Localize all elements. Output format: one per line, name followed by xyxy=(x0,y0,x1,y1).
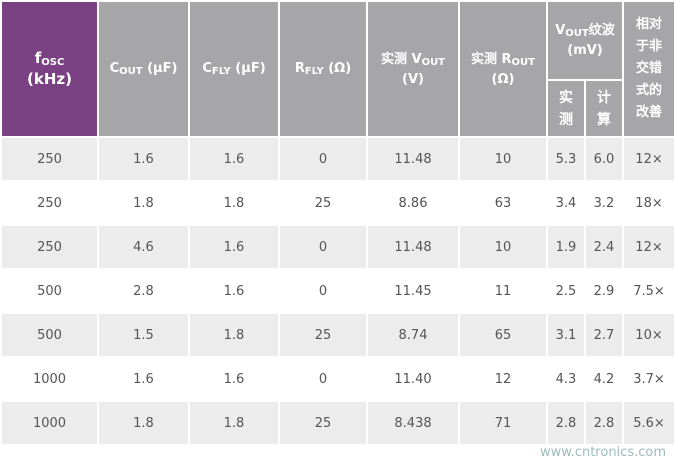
table-cell: 0 xyxy=(278,136,368,182)
table-cell: 8.74 xyxy=(366,312,460,358)
table-row: 500 2.8 1.6 0 11.45 11 2.5 2.9 7.5× xyxy=(0,268,674,314)
table-row: 250 1.6 1.6 0 11.48 10 5.3 6.0 12× xyxy=(0,136,674,182)
table-cell: 250 xyxy=(0,136,99,182)
table-cell: 2.5 xyxy=(546,268,586,314)
table-cell: 12× xyxy=(622,136,674,182)
table-cell: 1.6 xyxy=(188,356,280,402)
table-cell: 3.1 xyxy=(546,312,586,358)
table-cell: 1000 xyxy=(0,400,99,446)
table-cell: 10 xyxy=(458,136,548,182)
watermark: www.cntronics.com xyxy=(539,445,666,460)
table-cell: 1.5 xyxy=(97,312,190,358)
table-cell: 71 xyxy=(458,400,548,446)
table-cell: 1.8 xyxy=(97,400,190,446)
header-cell: RFLY (Ω) xyxy=(278,0,368,138)
table-cell: 6.0 xyxy=(583,136,625,182)
table-cell: 25 xyxy=(278,312,368,358)
table-cell: 500 xyxy=(0,268,99,314)
header-cell: fOSC (kHz) xyxy=(0,0,99,138)
header-cell: CFLY (µF) xyxy=(188,0,280,138)
table-cell: 2.9 xyxy=(583,268,625,314)
table-cell: 4.2 xyxy=(583,356,625,402)
table-cell: 1.6 xyxy=(97,136,190,182)
table-cell: 1.8 xyxy=(188,180,280,226)
table-row: 250 1.8 1.8 25 8.86 63 3.4 3.2 18× xyxy=(0,180,674,226)
table-cell: 12 xyxy=(458,356,548,402)
table-cell: 11.48 xyxy=(366,224,460,270)
table-cell: 7.5× xyxy=(622,268,674,314)
table-cell: 3.2 xyxy=(583,180,625,226)
table-cell: 11.48 xyxy=(366,136,460,182)
table-row: 500 1.5 1.8 25 8.74 65 3.1 2.7 10× xyxy=(0,312,674,358)
table-cell: 25 xyxy=(278,400,368,446)
table-cell: 1.6 xyxy=(188,268,280,314)
table-cell: 10× xyxy=(622,312,674,358)
table-cell: 0 xyxy=(278,268,368,314)
table-cell: 250 xyxy=(0,180,99,226)
table-cell: 4.6 xyxy=(97,224,190,270)
table-cell: 1.8 xyxy=(97,180,190,226)
table-cell: 0 xyxy=(278,356,368,402)
header-cell: COUT (µF) xyxy=(97,0,190,138)
table-cell: 8.438 xyxy=(366,400,460,446)
table-row: 250 4.6 1.6 0 11.48 10 1.9 2.4 12× xyxy=(0,224,674,270)
table-cell: 5.6× xyxy=(622,400,674,446)
table-cell: 10 xyxy=(458,224,548,270)
header-cell: 实测 VOUT (V) xyxy=(366,0,460,138)
table-cell: 65 xyxy=(458,312,548,358)
table-cell: 1.6 xyxy=(188,224,280,270)
table-cell: 12× xyxy=(622,224,674,270)
table-cell: 2.8 xyxy=(97,268,190,314)
header-cell: 实测 ROUT (Ω) xyxy=(458,0,548,138)
table-cell: 1.8 xyxy=(188,312,280,358)
table-cell: 11 xyxy=(458,268,548,314)
table-cell: 0 xyxy=(278,224,368,270)
table-cell: 5.3 xyxy=(546,136,586,182)
table-cell: 11.40 xyxy=(366,356,460,402)
table-cell: 63 xyxy=(458,180,548,226)
table-row: 1000 1.8 1.8 25 8.438 71 2.8 2.8 5.6× xyxy=(0,400,674,446)
table-cell: 1.8 xyxy=(188,400,280,446)
table-cell: 18× xyxy=(622,180,674,226)
table-cell: 3.4 xyxy=(546,180,586,226)
table-cell: 2.7 xyxy=(583,312,625,358)
table-cell: 500 xyxy=(0,312,99,358)
table-cell: 8.86 xyxy=(366,180,460,226)
table-cell: 25 xyxy=(278,180,368,226)
table-cell: 1.6 xyxy=(188,136,280,182)
table-cell: 1.6 xyxy=(97,356,190,402)
table-cell: 2.8 xyxy=(583,400,625,446)
table-cell: 4.3 xyxy=(546,356,586,402)
header-cell: VOUT纹波 (mV) xyxy=(545,0,625,82)
table-cell: 11.45 xyxy=(366,268,460,314)
table-row: 1000 1.6 1.6 0 11.40 12 4.3 4.2 3.7× xyxy=(0,356,674,402)
subheader-cell: 计算 xyxy=(583,79,625,138)
table-cell: 1000 xyxy=(0,356,99,402)
data-table: fOSC (kHz) COUT (µF) CFLY (µF) RFLY (Ω) 实… xyxy=(0,0,674,446)
subheader-cell: 实测 xyxy=(546,79,586,138)
table-cell: 250 xyxy=(0,224,99,270)
header-cell: 相对于非交错式的改善 xyxy=(622,0,674,138)
table-cell: 2.8 xyxy=(546,400,586,446)
table-cell: 3.7× xyxy=(622,356,674,402)
table-cell: 1.9 xyxy=(546,224,586,270)
table-cell: 2.4 xyxy=(583,224,625,270)
